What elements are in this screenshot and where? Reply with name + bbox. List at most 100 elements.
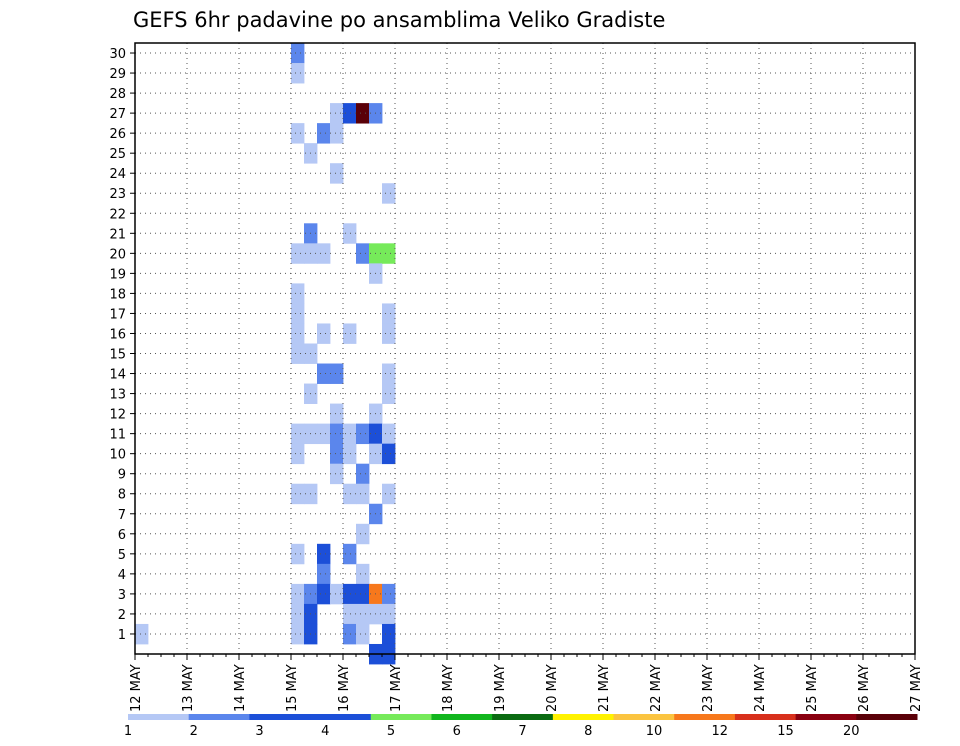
y-tick-label: 25 — [109, 147, 126, 162]
y-tick-label: 11 — [109, 428, 126, 443]
heatmap-cell — [291, 443, 305, 465]
heatmap-cell — [382, 443, 396, 465]
chart-title: GEFS 6hr padavine po ansamblima Veliko G… — [133, 8, 665, 32]
heatmap-cell — [343, 623, 357, 645]
y-tick-label: 28 — [109, 87, 126, 102]
y-tick-label: 7 — [118, 508, 126, 523]
x-tick-label: 12 MAY — [129, 664, 144, 712]
heatmap-cell — [356, 623, 370, 645]
heatmap-cell — [291, 243, 305, 264]
heatmap-cell — [317, 563, 331, 585]
y-tick-label: 13 — [109, 388, 126, 403]
heatmap-cell — [330, 163, 344, 184]
x-tick-label: 22 MAY — [649, 664, 664, 712]
x-tick-label: 16 MAY — [337, 664, 352, 712]
heatmap-cell — [291, 43, 305, 64]
plot-frame — [134, 42, 916, 655]
legend-color-swatch — [492, 714, 554, 720]
heatmap-cell — [317, 583, 331, 605]
legend-color-swatch — [795, 714, 857, 720]
y-tick-label: 6 — [118, 528, 126, 543]
heatmap-cell — [330, 123, 344, 144]
heatmap-cell — [382, 603, 396, 625]
y-tick-label: 10 — [109, 448, 126, 463]
heatmap-cell — [330, 103, 344, 124]
heatmap-cell — [291, 123, 305, 144]
x-tick-label: 23 MAY — [701, 664, 716, 712]
legend-color-swatch — [249, 714, 311, 720]
y-tick-label: 5 — [118, 548, 126, 563]
heatmap-cell — [343, 543, 357, 565]
legend: 1 2 3 4 5 6 7 8 10 12 15 20 — [124, 714, 918, 739]
heatmap-cell — [382, 363, 396, 384]
y-tick-label: 12 — [109, 408, 126, 423]
y-tick-label: 18 — [109, 287, 126, 302]
legend-color-swatch — [370, 714, 432, 720]
y-tick-label: 4 — [118, 568, 126, 583]
grid — [135, 43, 915, 654]
heatmap-cell — [356, 603, 370, 625]
legend-color-swatch — [128, 714, 190, 720]
heatmap-cell — [135, 623, 149, 645]
heatmap-cell — [317, 243, 331, 264]
x-tick-label: 27 MAY — [909, 664, 924, 712]
heatmap-cell — [317, 363, 331, 384]
heatmap-cell — [291, 303, 305, 324]
legend-tick-label: 15 — [777, 724, 794, 739]
heatmap-cell — [356, 483, 370, 505]
y-tick-label: 22 — [109, 207, 126, 222]
y-tick-label: 26 — [109, 127, 126, 142]
x-tick-label: 21 MAY — [597, 664, 612, 712]
heatmap-cell — [291, 283, 305, 304]
heatmap-cell — [291, 483, 305, 505]
heatmap-cell — [356, 523, 370, 545]
heatmap-cell — [356, 583, 370, 605]
legend-color-swatch — [856, 714, 918, 720]
x-tick-label: 25 MAY — [805, 664, 820, 712]
y-tick-label: 23 — [109, 187, 126, 202]
heatmap-cell — [330, 403, 344, 425]
heatmap-cell — [291, 63, 305, 84]
heatmap-cell — [343, 483, 357, 505]
heatmap-cell — [356, 463, 370, 485]
heatmap-cell — [317, 543, 331, 565]
heatmap-cell — [291, 603, 305, 625]
y-tick-label: 27 — [109, 107, 126, 122]
heatmap-cell — [343, 443, 357, 465]
heatmap-cell — [317, 123, 331, 144]
heatmap-cell — [382, 623, 396, 645]
legend-color-swatch — [734, 714, 797, 720]
x-tick-label: 14 MAY — [233, 664, 248, 712]
heatmap-cell — [343, 223, 357, 244]
y-tick-label: 14 — [109, 368, 126, 383]
heatmap-cell — [291, 323, 305, 344]
heatmap-cell — [356, 243, 370, 264]
y-tick-label: 29 — [109, 67, 126, 82]
heatmap-cell — [343, 423, 357, 445]
x-tick-label: 26 MAY — [857, 664, 872, 712]
heatmap-cell — [382, 423, 396, 445]
y-tick-label: 2 — [118, 608, 126, 623]
legend-color-swatch — [613, 714, 675, 720]
legend-tick-label: 4 — [321, 724, 329, 739]
legend-tick-label: 10 — [646, 724, 663, 739]
y-tick-label: 16 — [109, 327, 126, 342]
x-tick-label: 17 MAY — [389, 664, 404, 712]
y-tick-label: 3 — [118, 588, 126, 603]
y-tick-label: 30 — [109, 47, 126, 62]
heatmap-cell — [291, 583, 305, 605]
heatmap-cell — [382, 243, 396, 264]
y-tick-label: 17 — [109, 307, 126, 322]
heatmap-cell — [356, 103, 370, 124]
heatmap-cell — [343, 583, 357, 605]
heatmap-cell — [382, 483, 396, 505]
legend-tick-label: 1 — [124, 724, 132, 739]
y-tick-label: 19 — [109, 267, 126, 282]
x-tick-label: 13 MAY — [181, 664, 196, 712]
heatmap-cell — [382, 383, 396, 404]
legend-tick-label: 3 — [255, 724, 263, 739]
heatmap-cell — [330, 463, 344, 485]
heatmap-cell — [343, 103, 357, 124]
y-tick-label: 8 — [118, 488, 126, 503]
y-tick-label: 21 — [109, 227, 126, 242]
